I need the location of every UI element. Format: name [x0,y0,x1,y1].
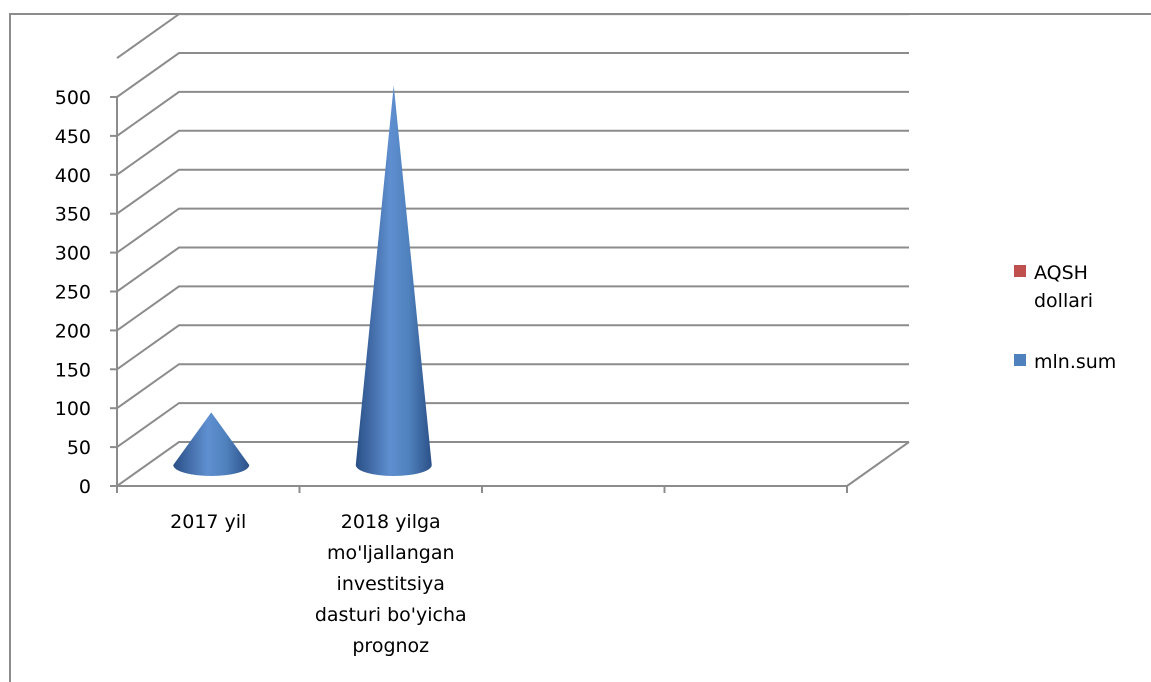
x-tick-label: mo'ljallangan [327,542,455,564]
legend-label: AQSH dollari [1034,262,1093,312]
y-tick-label: 250 [55,282,91,304]
y-tick-label: 450 [55,126,91,148]
gridline [116,402,909,448]
gridline [116,90,909,137]
y-tick-label: 100 [55,398,91,420]
gridline [116,52,909,98]
gridline [116,285,909,332]
legend-swatch-blue [1014,354,1026,366]
gridline [116,207,909,254]
axes [110,96,910,493]
y-tick-label: 300 [55,243,91,265]
y-tick-label: 150 [55,359,91,381]
gridline [116,168,909,215]
legend-label: mln.sum [1034,351,1117,373]
x-tick-label: 2018 yilga [341,511,441,533]
x-tick-label: dasturi bo'yicha [315,604,467,626]
cone-mln-sum[interactable] [355,85,432,476]
x-tick-label: 2017 yil [170,511,246,533]
y-tick-label: 400 [55,165,91,187]
cone-mln-sum[interactable] [173,412,250,476]
gridline [116,324,909,371]
x-tick-label: prognoz [352,635,429,657]
x-tick-label: investitsiya [337,573,445,595]
gridline [116,129,909,176]
gridline [116,363,909,410]
legend-swatch-red [1014,265,1026,277]
y-tick-label: 200 [55,320,91,342]
y-tick-label: 500 [55,87,91,109]
gridlines [116,13,909,487]
data-marks [173,85,432,476]
legend-item-mln-sum[interactable]: mln.sum [1014,348,1144,376]
axis-labels: 0 50 100 150 200 250 300 350 400 450 500 2017 yil 20… [55,87,467,657]
gridline [116,246,909,293]
y-tick-label: 50 [67,437,91,459]
legend-item-aqsh-dollari[interactable]: AQSH dollari [1014,259,1144,315]
y-tick-label: 0 [79,476,91,498]
gridline [116,441,909,487]
gridline [116,13,909,59]
floor-edge [846,441,910,487]
y-tick-label: 350 [55,204,91,226]
